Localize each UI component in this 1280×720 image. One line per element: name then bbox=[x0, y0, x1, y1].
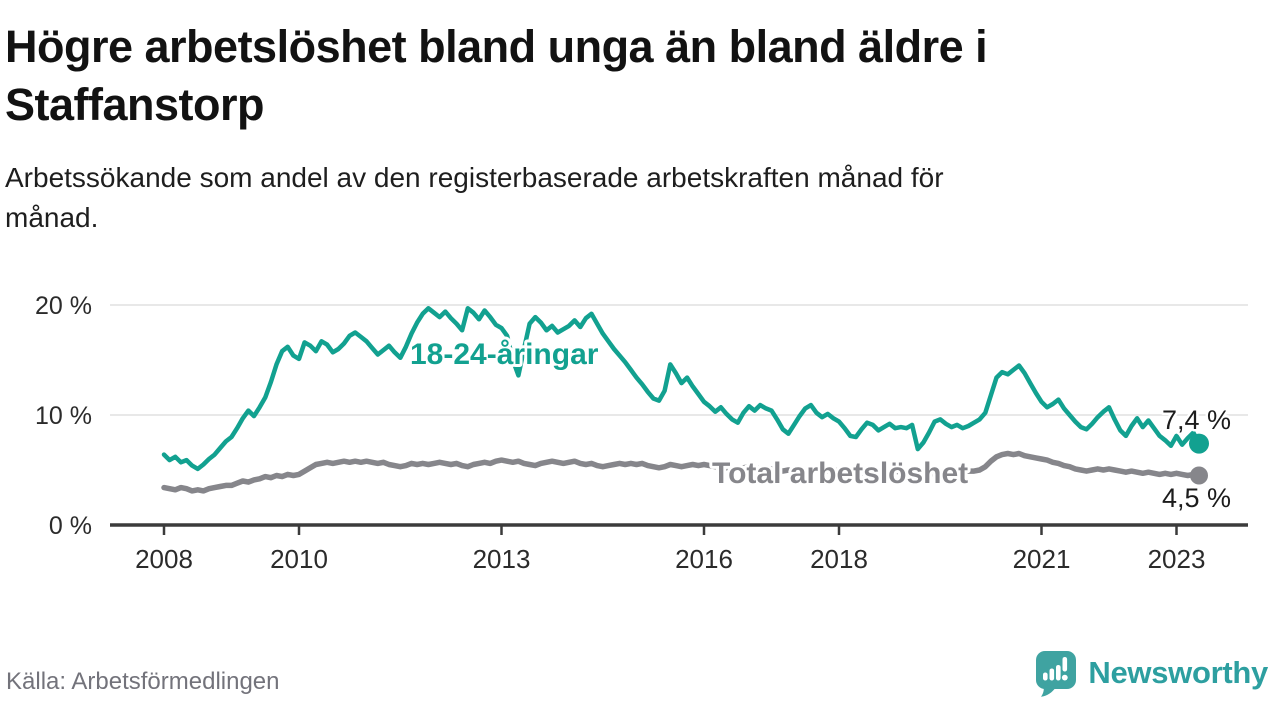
series-line-total bbox=[161, 450, 1202, 494]
series-end-dot-18-24 bbox=[1189, 433, 1209, 454]
source-note: Källa: Arbetsförmedlingen bbox=[6, 668, 280, 695]
logo-bar-3 bbox=[1056, 665, 1061, 681]
series-label-18-24: 18-24-åringar bbox=[410, 338, 599, 371]
x-axis-label-2018: 2018 bbox=[810, 544, 868, 574]
series-end-dot-total bbox=[1190, 466, 1208, 485]
y-axis-label-20: 20 % bbox=[35, 292, 92, 320]
chart-subtitle: Arbetssökande som andel av den registerb… bbox=[5, 162, 944, 233]
x-axis-label-2021: 2021 bbox=[1013, 544, 1071, 574]
series-label-total: Total arbetslöshet bbox=[712, 457, 968, 490]
end-value-label-total: 4,5 % bbox=[1162, 483, 1231, 513]
x-axis-label-2016: 2016 bbox=[675, 544, 733, 574]
logo-exclamation-bar bbox=[1062, 657, 1068, 672]
end-value-label-18-24: 7,4 % bbox=[1162, 405, 1231, 435]
logo-bar-1 bbox=[1043, 672, 1048, 681]
x-axis-label-2008: 2008 bbox=[135, 544, 193, 574]
newsworthy-icon bbox=[1036, 651, 1077, 697]
logo-exclamation-dot bbox=[1062, 674, 1069, 681]
x-axis-label-2010: 2010 bbox=[270, 544, 328, 574]
x-axis-label-2013: 2013 bbox=[473, 544, 531, 574]
series-line-18-24 bbox=[161, 306, 1202, 472]
logo-bubble-tail bbox=[1041, 685, 1057, 697]
y-axis-label-10: 10 % bbox=[35, 402, 92, 430]
newsworthy-logo: Newsworthy bbox=[1034, 649, 1268, 697]
newsworthy-wordmark: Newsworthy bbox=[1088, 655, 1268, 690]
chart-title: Högre arbetslöshet bland unga än bland ä… bbox=[5, 21, 988, 130]
logo-bar-2 bbox=[1049, 668, 1055, 681]
x-axis-label-2023: 2023 bbox=[1148, 544, 1206, 574]
y-axis-label-0: 0 % bbox=[49, 512, 92, 540]
